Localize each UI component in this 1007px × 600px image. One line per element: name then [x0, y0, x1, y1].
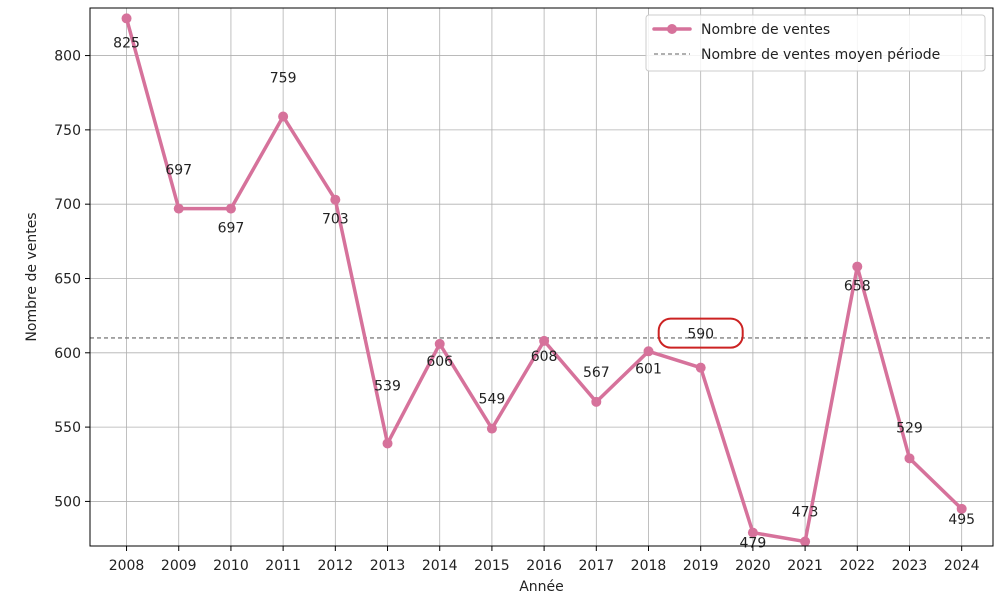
data-point — [330, 194, 341, 205]
data-label: 567 — [583, 365, 610, 381]
x-tick-label: 2017 — [578, 558, 614, 574]
data-point — [956, 503, 967, 514]
y-axis-label: Nombre de ventes — [24, 212, 40, 341]
data-point — [643, 346, 654, 357]
x-tick-label: 2012 — [318, 558, 354, 574]
x-tick-label: 2022 — [839, 558, 875, 574]
plot-frame — [89, 7, 994, 547]
x-tick-label: 2020 — [735, 558, 771, 574]
axes: 2008 2009 2010 2011 2012 2013 2014 2015 2016 2017… — [54, 7, 994, 574]
data-label: 759 — [270, 70, 297, 86]
y-tick-label: 650 — [54, 271, 81, 287]
data-point — [278, 111, 289, 122]
data-point — [121, 13, 132, 24]
series-layer — [121, 13, 967, 547]
x-tick-label: 2008 — [109, 558, 145, 574]
data-point — [747, 527, 758, 538]
data-point — [800, 536, 811, 547]
data-label: 825 — [113, 35, 140, 51]
x-tick-label: 2009 — [161, 558, 197, 574]
legend-reference-label: Nombre de ventes moyen période — [701, 47, 940, 63]
grid — [90, 8, 993, 546]
data-point — [486, 423, 497, 434]
x-tick-label: 2021 — [787, 558, 823, 574]
x-tick-label: 2019 — [683, 558, 719, 574]
data-label: 495 — [948, 512, 975, 528]
y-tick-label: 700 — [54, 197, 81, 213]
x-tick-label: 2010 — [213, 558, 249, 574]
y-tick-label: 500 — [54, 494, 81, 510]
x-tick-label: 2016 — [526, 558, 562, 574]
data-point — [852, 261, 863, 272]
x-tick-label: 2011 — [265, 558, 301, 574]
data-label: 473 — [792, 505, 819, 521]
data-label: 703 — [322, 212, 349, 228]
data-point — [225, 203, 236, 214]
data-label: 539 — [374, 378, 401, 394]
data-label: 549 — [479, 392, 506, 408]
legend-series-marker — [667, 24, 677, 34]
legend: Nombre de ventes Nombre de ventes moyen … — [645, 14, 986, 72]
data-label: 608 — [531, 349, 558, 365]
data-point — [695, 362, 706, 373]
data-point — [382, 438, 393, 449]
data-label: 590 — [687, 327, 714, 343]
y-tick-label: 800 — [54, 49, 81, 65]
data-label: 697 — [165, 163, 192, 179]
legend-box — [645, 14, 986, 72]
x-tick-label: 2024 — [944, 558, 980, 574]
x-axis-label: Année — [519, 579, 564, 595]
data-point — [434, 338, 445, 349]
data-label: 479 — [740, 536, 767, 552]
x-tick-label: 2015 — [474, 558, 510, 574]
y-tick-label: 550 — [54, 420, 81, 436]
x-tick-label: 2018 — [631, 558, 667, 574]
data-point — [591, 396, 602, 407]
data-point — [904, 453, 915, 464]
data-label: 529 — [896, 420, 923, 436]
x-tick-label: 2023 — [892, 558, 928, 574]
data-label: 658 — [844, 279, 871, 295]
data-label: 601 — [635, 361, 662, 377]
y-tick-label: 750 — [54, 123, 81, 139]
legend-series-label: Nombre de ventes — [701, 22, 830, 38]
data-label: 606 — [426, 354, 453, 370]
data-point — [539, 335, 550, 346]
y-tick-label: 600 — [54, 346, 81, 362]
data-label: 697 — [218, 221, 245, 237]
x-tick-label: 2013 — [370, 558, 406, 574]
data-labels: 825 697 697 759 703 539 606 549 608 567 601 590 479 4… — [113, 35, 975, 551]
x-tick-label: 2014 — [422, 558, 458, 574]
data-point — [173, 203, 184, 214]
highlight-outline — [657, 317, 744, 349]
